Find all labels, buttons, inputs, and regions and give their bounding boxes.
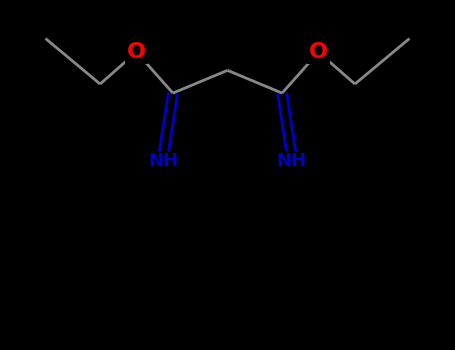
Text: NH: NH	[149, 152, 179, 170]
Text: O: O	[127, 42, 146, 62]
Text: NH: NH	[276, 152, 306, 170]
Text: O: O	[309, 42, 328, 62]
